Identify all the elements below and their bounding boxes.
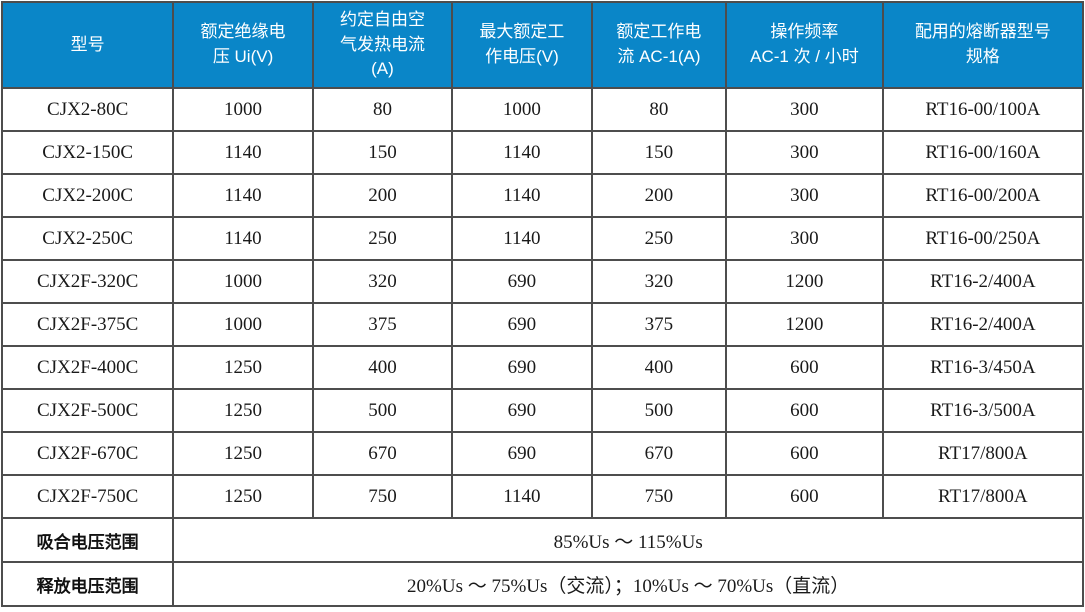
spec-cell: RT16-3/500A bbox=[881, 388, 1085, 433]
spec-cell: 375 bbox=[590, 302, 728, 347]
spec-cell: 600 bbox=[725, 345, 884, 390]
model-cell: CJX2-250C bbox=[0, 216, 175, 261]
spec-cell: RT17/800A bbox=[881, 474, 1085, 519]
table-row: CJX2-80C 1000 80 1000 80 300 RT16-00/100A bbox=[0, 87, 1085, 132]
table-row: CJX2F-500C 1250 500 690 500 600 RT16-3/500A bbox=[0, 388, 1085, 433]
spec-cell: RT16-00/160A bbox=[881, 130, 1085, 175]
spec-cell: 80 bbox=[590, 87, 728, 132]
spec-cell: RT16-2/400A bbox=[881, 302, 1085, 347]
spec-cell: 1250 bbox=[172, 474, 314, 519]
header-row: 型号 额定绝缘电 压 Ui(V) 约定自由空 气发热电流 (A) 最大额定工 作电压(… bbox=[0, 1, 1085, 89]
table-row: CJX2F-320C 1000 320 690 320 1200 RT16-2/400A bbox=[0, 259, 1085, 304]
spec-cell: RT16-2/400A bbox=[881, 259, 1085, 304]
table-row: CJX2-250C 1140 250 1140 250 300 RT16-00/250A bbox=[0, 216, 1085, 261]
footer-row: 吸合电压范围 85%Us ～ 115%Us bbox=[0, 517, 1084, 563]
footer-value: 85%Us ～ 115%Us bbox=[172, 517, 1084, 563]
spec-cell: 1250 bbox=[172, 431, 314, 476]
model-cell: CJX2F-400C bbox=[0, 345, 175, 390]
footer-row: 释放电压范围 20%Us ～ 75%Us（交流）；10%Us ～ 70%Us（直流… bbox=[0, 561, 1084, 607]
spec-cell: 150 bbox=[590, 130, 728, 175]
spec-cell: 750 bbox=[311, 474, 454, 519]
column-header: 最大额定工 作电压(V) bbox=[451, 1, 593, 89]
spec-cell: 80 bbox=[311, 87, 454, 132]
spec-cell: 300 bbox=[725, 87, 884, 132]
spec-cell: 300 bbox=[725, 216, 884, 261]
spec-cell: 250 bbox=[311, 216, 454, 261]
model-cell: CJX2F-320C bbox=[0, 259, 175, 304]
spec-cell: 375 bbox=[311, 302, 454, 347]
spec-cell: 1140 bbox=[451, 216, 593, 261]
spec-cell: 690 bbox=[451, 259, 593, 304]
model-cell: CJX2F-500C bbox=[0, 388, 175, 433]
model-cell: CJX2-150C bbox=[0, 130, 175, 175]
spec-cell: 200 bbox=[590, 173, 728, 218]
spec-cell: 320 bbox=[590, 259, 728, 304]
spec-cell: 200 bbox=[311, 173, 454, 218]
spec-cell: 670 bbox=[311, 431, 454, 476]
spec-cell: 1000 bbox=[172, 259, 314, 304]
spec-cell: 1000 bbox=[451, 87, 593, 132]
table-row: CJX2F-375C 1000 375 690 375 1200 RT16-2/400A bbox=[0, 302, 1085, 347]
column-header: 型号 bbox=[0, 1, 175, 89]
table-row: CJX2-200C 1140 200 1140 200 300 RT16-00/200A bbox=[0, 173, 1085, 218]
spec-cell: 600 bbox=[725, 431, 884, 476]
footer-value: 20%Us ～ 75%Us（交流）；10%Us ～ 70%Us（直流） bbox=[172, 561, 1084, 607]
spec-cell: 1200 bbox=[725, 259, 884, 304]
table-row: CJX2F-670C 1250 670 690 670 600 RT17/800A bbox=[0, 431, 1085, 476]
spec-cell: 1140 bbox=[451, 130, 593, 175]
table-body: CJX2-80C 1000 80 1000 80 300 RT16-00/100A CJX2-… bbox=[0, 87, 1085, 607]
table-row: CJX2F-400C 1250 400 690 400 600 RT16-3/450A bbox=[0, 345, 1085, 390]
spec-cell: 400 bbox=[311, 345, 454, 390]
spec-cell: RT16-00/200A bbox=[881, 173, 1085, 218]
column-header: 额定工作电 流 AC-1(A) bbox=[590, 1, 728, 89]
spec-cell: 300 bbox=[725, 173, 884, 218]
spec-cell: RT17/800A bbox=[881, 431, 1085, 476]
spec-cell: 1140 bbox=[451, 173, 593, 218]
table-row: CJX2-150C 1140 150 1140 150 300 RT16-00/160A bbox=[0, 130, 1085, 175]
column-header: 额定绝缘电 压 Ui(V) bbox=[172, 1, 314, 89]
spec-cell: 500 bbox=[311, 388, 454, 433]
spec-cell: 1200 bbox=[725, 302, 884, 347]
spec-cell: RT16-00/100A bbox=[881, 87, 1085, 132]
spec-cell: 500 bbox=[590, 388, 728, 433]
spec-cell: 300 bbox=[725, 130, 884, 175]
spec-cell: 320 bbox=[311, 259, 454, 304]
spec-cell: 1000 bbox=[172, 87, 314, 132]
spec-cell: 1140 bbox=[172, 130, 314, 175]
model-cell: CJX2-200C bbox=[0, 173, 175, 218]
spec-cell: 400 bbox=[590, 345, 728, 390]
spec-cell: 250 bbox=[590, 216, 728, 261]
model-cell: CJX2F-375C bbox=[0, 302, 175, 347]
spec-cell: 1250 bbox=[172, 388, 314, 433]
spec-cell: 690 bbox=[451, 431, 593, 476]
footer-label: 释放电压范围 bbox=[0, 561, 175, 607]
spec-cell: RT16-3/450A bbox=[881, 345, 1085, 390]
spec-cell: 1000 bbox=[172, 302, 314, 347]
column-header: 配用的熔断器型号 规格 bbox=[881, 1, 1085, 89]
spec-cell: 600 bbox=[725, 388, 884, 433]
spec-cell: 670 bbox=[590, 431, 728, 476]
column-header: 约定自由空 气发热电流 (A) bbox=[311, 1, 454, 89]
spec-cell: 150 bbox=[311, 130, 454, 175]
spec-cell: 750 bbox=[590, 474, 728, 519]
model-cell: CJX2-80C bbox=[0, 87, 175, 132]
footer-label: 吸合电压范围 bbox=[0, 517, 175, 563]
spec-cell: 1140 bbox=[451, 474, 593, 519]
spec-cell: 690 bbox=[451, 388, 593, 433]
model-cell: CJX2F-750C bbox=[0, 474, 175, 519]
spec-cell: 1140 bbox=[172, 173, 314, 218]
spec-cell: 1140 bbox=[172, 216, 314, 261]
spec-cell: RT16-00/250A bbox=[881, 216, 1085, 261]
model-cell: CJX2F-670C bbox=[0, 431, 175, 476]
column-header: 操作频率 AC-1 次 / 小时 bbox=[725, 1, 884, 89]
spec-cell: 1250 bbox=[172, 345, 314, 390]
spec-cell: 600 bbox=[725, 474, 884, 519]
table-row: CJX2F-750C 1250 750 1140 750 600 RT17/800A bbox=[0, 474, 1085, 519]
spec-cell: 690 bbox=[451, 302, 593, 347]
spec-cell: 690 bbox=[451, 345, 593, 390]
